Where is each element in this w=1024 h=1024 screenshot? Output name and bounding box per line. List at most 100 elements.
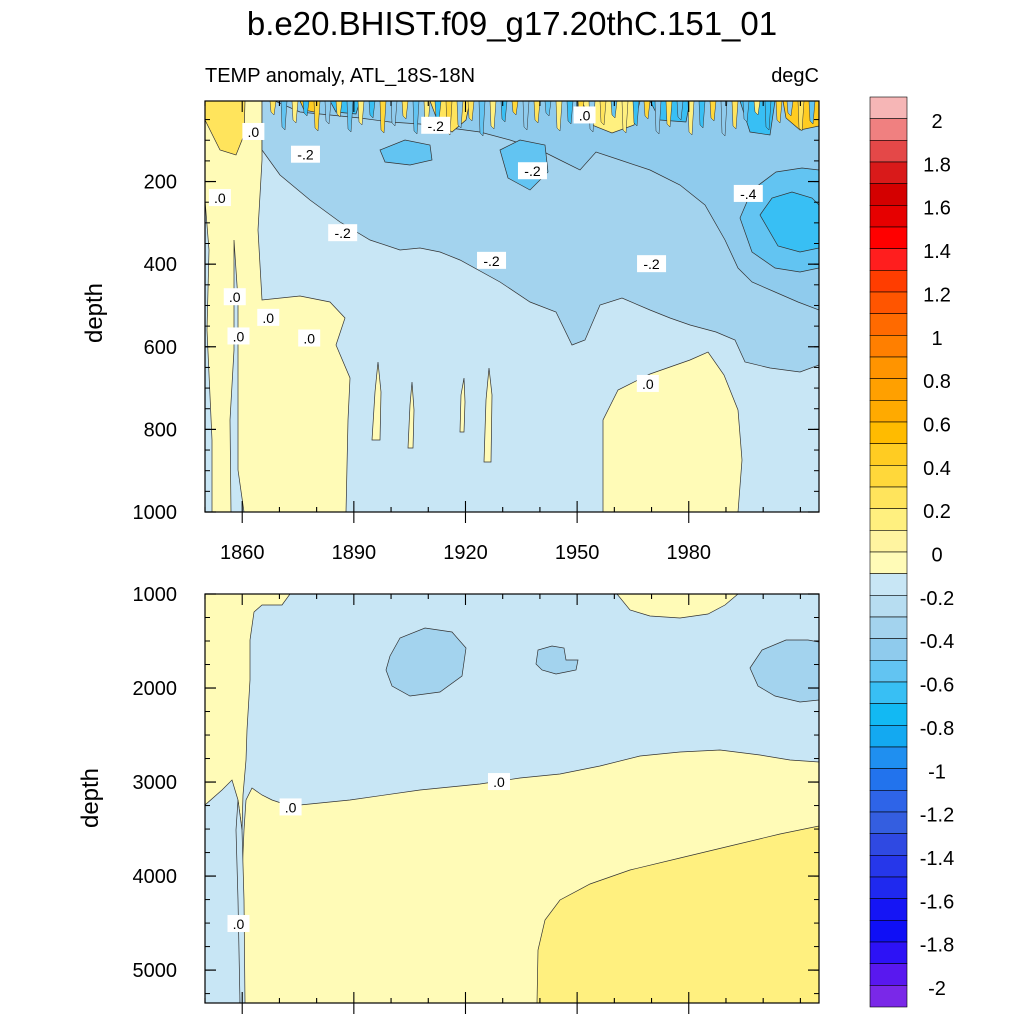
contour-label-text: .0 bbox=[262, 310, 274, 326]
upper-zero-blob-d bbox=[483, 367, 493, 463]
contour-label-bg bbox=[227, 327, 250, 345]
surface-stripe bbox=[775, 101, 783, 124]
contour-label-text: .0 bbox=[229, 289, 241, 305]
colorbar-swatch bbox=[869, 205, 908, 228]
colorbar-swatch bbox=[869, 725, 908, 748]
surface-stripe bbox=[379, 101, 387, 134]
contour-label-text: -.4 bbox=[740, 186, 757, 202]
lower-minus-sliver bbox=[235, 799, 246, 1003]
upper-zero-blob-c bbox=[459, 377, 466, 433]
x-tick-label: 1890 bbox=[332, 542, 377, 564]
contour-label-bg bbox=[421, 116, 451, 134]
lower-zero-region-top-right bbox=[616, 594, 739, 619]
contour-label-text: .0 bbox=[285, 799, 297, 815]
upper-panel: 200 400 600 800 1000 .0 .0 .0 .0 .0 .0 -.2 -.2 -.2 -.… bbox=[81, 100, 820, 524]
upper-y-axis-label: depth bbox=[81, 283, 108, 343]
upper-zero-blob-b bbox=[407, 381, 415, 449]
surface-stripe bbox=[500, 101, 508, 123]
colorbar-swatch bbox=[869, 898, 908, 921]
lower-plot-frame bbox=[204, 593, 820, 1004]
x-tick-label: 1980 bbox=[667, 542, 712, 564]
colorbar-tick-label: 1.6 bbox=[923, 198, 951, 220]
surface-stripe bbox=[665, 101, 673, 128]
colorbar-tick-label: 1.4 bbox=[923, 241, 951, 263]
colorbar-tick-label: 0.6 bbox=[923, 414, 951, 436]
colorbar-swatch bbox=[869, 703, 908, 726]
contour-label-text: -.2 bbox=[483, 253, 500, 269]
surface-stripe bbox=[324, 101, 332, 125]
contour-label-text: .0 bbox=[233, 916, 245, 932]
lower-y-axis-label: depth bbox=[77, 768, 104, 828]
chart-title: b.e20.BHIST.f09_g17.20thC.151_01 bbox=[247, 5, 777, 42]
colorbar-swatch bbox=[869, 356, 908, 379]
colorbar-swatch bbox=[869, 941, 908, 964]
surface-stripe bbox=[280, 101, 288, 131]
colorbar-tick-label: 0.8 bbox=[923, 371, 951, 393]
contour-label-bg bbox=[573, 106, 596, 124]
surface-stripe bbox=[478, 101, 486, 137]
colorbar-swatch bbox=[869, 595, 908, 618]
contour-label-text: .0 bbox=[579, 107, 591, 123]
colorbar: -2 -1.8 -1.6 -1.4 -1.2 -1 -0.8 -0.6 -0.4 -0.2 0 0.2… bbox=[869, 96, 954, 1008]
upper-contour-label: .0 bbox=[227, 327, 250, 345]
upper-zero-blob-a bbox=[371, 361, 382, 441]
upper-x-ticks bbox=[204, 101, 801, 523]
surface-stripe bbox=[610, 101, 618, 119]
upper-plot-frame bbox=[204, 100, 820, 513]
x-tick-label: 1920 bbox=[443, 542, 488, 564]
colorbar-swatch bbox=[869, 183, 908, 206]
upper-contour-label: .0 bbox=[636, 374, 659, 392]
contour-label-bg bbox=[290, 145, 320, 163]
upper-y-tick-label: 200 bbox=[144, 172, 177, 194]
lower-y-tick-label: 5000 bbox=[133, 960, 178, 982]
lower-minus02-blob-c bbox=[749, 639, 819, 703]
colorbar-swatch bbox=[869, 530, 908, 553]
surface-stripe bbox=[335, 101, 343, 118]
colorbar-swatch bbox=[869, 140, 908, 163]
surface-stripe bbox=[764, 101, 772, 131]
surface-stripe bbox=[522, 101, 530, 131]
contour-label-bg bbox=[279, 798, 302, 816]
surface-stripe bbox=[720, 101, 728, 137]
upper-contour-label: .0 bbox=[257, 308, 280, 326]
colorbar-swatch bbox=[869, 833, 908, 856]
lower-x-ticks bbox=[204, 594, 801, 1014]
upper-y-ticks: 200 400 600 800 1000 bbox=[133, 172, 819, 524]
colorbar-tick-label: -0.2 bbox=[920, 588, 954, 610]
colorbar-swatch bbox=[869, 508, 908, 531]
colorbar-tick-label: 0.2 bbox=[923, 501, 951, 523]
colorbar-swatch bbox=[869, 963, 908, 986]
surface-stripe bbox=[676, 101, 684, 121]
surface-stripe bbox=[599, 101, 607, 126]
surface-stripe bbox=[401, 101, 409, 120]
lower-y-tick-label: 4000 bbox=[133, 866, 178, 888]
upper-y-tick-label: 400 bbox=[144, 254, 177, 276]
contour-label-bg bbox=[477, 251, 507, 269]
colorbar-swatch bbox=[869, 465, 908, 488]
upper-y-tick-label: 600 bbox=[144, 337, 177, 359]
colorbar-tick-label: 1.8 bbox=[923, 154, 951, 176]
colorbar-swatch bbox=[869, 248, 908, 271]
surface-stripe bbox=[742, 101, 750, 123]
surface-stripe bbox=[291, 101, 299, 124]
colorbar-swatch bbox=[869, 768, 908, 791]
x-axis-tick-labels: 1860 1890 1920 1950 1980 bbox=[220, 542, 711, 564]
upper-surface-warm-a bbox=[205, 101, 246, 156]
contour-label-text: -.2 bbox=[297, 147, 314, 163]
colorbar-swatch bbox=[869, 96, 908, 119]
surface-stripe bbox=[566, 101, 574, 125]
surface-stripe bbox=[489, 101, 497, 130]
lower-contour-label: .0 bbox=[487, 773, 510, 791]
upper-y-tick-label: 1000 bbox=[133, 502, 178, 524]
contour-label-text: .0 bbox=[303, 331, 315, 347]
upper-contour-label: -.2 bbox=[421, 116, 451, 134]
upper-minus-core-b bbox=[379, 139, 433, 166]
contour-label-text: .0 bbox=[493, 774, 505, 790]
upper-contour-label: -.2 bbox=[477, 251, 507, 269]
colorbar-tick-labels: -2 -1.8 -1.6 -1.4 -1.2 -1 -0.8 -0.6 -0.4 -0.2 0 0.2… bbox=[920, 111, 954, 1000]
upper-contour-labels: .0 .0 .0 .0 .0 .0 -.2 -.2 -.2 -.2 -.2 .0 -.2 .0 -.4 bbox=[208, 106, 763, 392]
contour-label-bg bbox=[328, 224, 358, 242]
surface-stripe bbox=[390, 101, 398, 127]
lower-y-tick-label: 2000 bbox=[133, 678, 178, 700]
contour-label-bg bbox=[733, 184, 763, 202]
